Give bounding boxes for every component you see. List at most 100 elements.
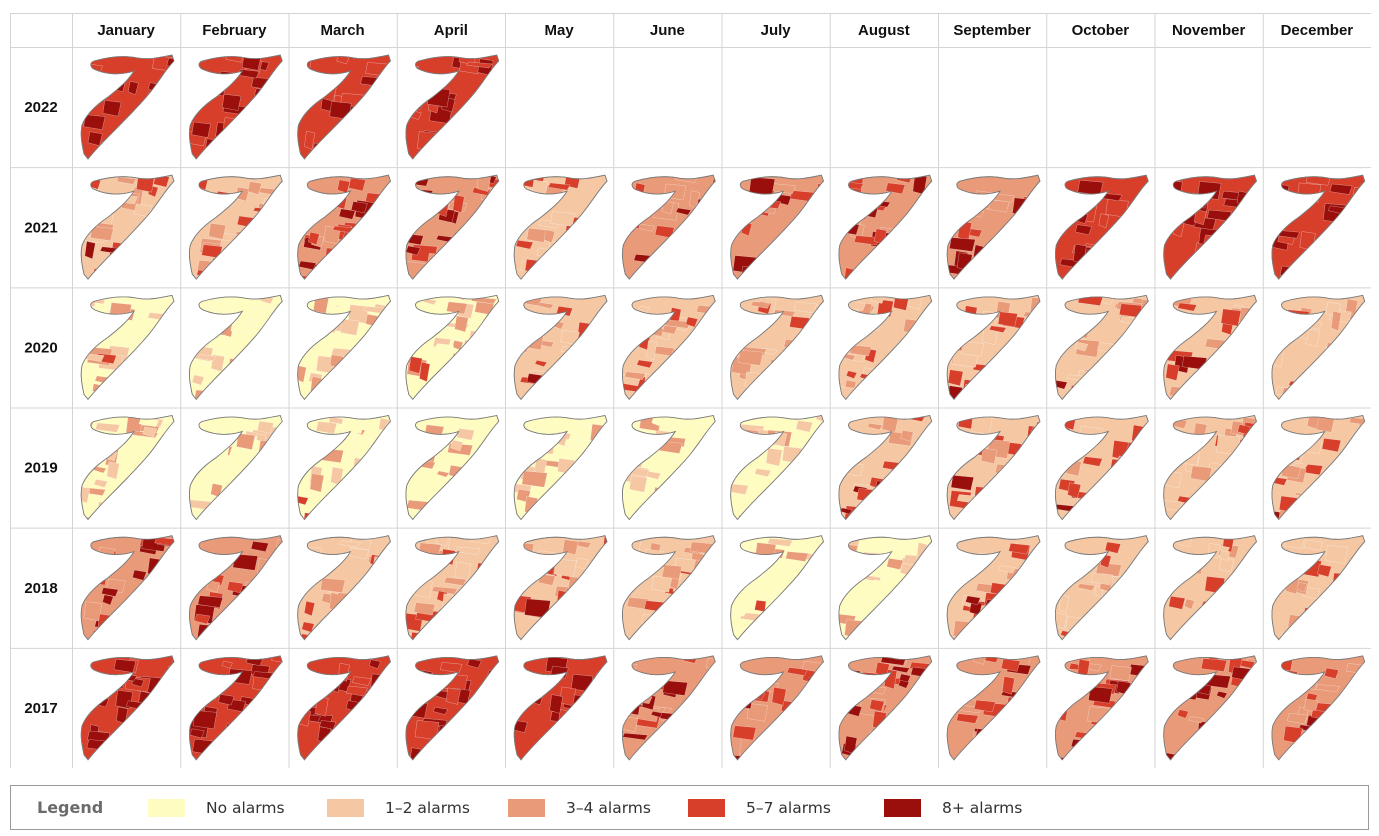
district bbox=[896, 616, 916, 636]
district bbox=[793, 258, 807, 267]
district-map bbox=[80, 174, 175, 280]
district bbox=[206, 580, 221, 593]
country-border bbox=[513, 655, 608, 761]
district bbox=[764, 615, 790, 630]
district bbox=[1357, 474, 1365, 488]
district bbox=[1142, 627, 1149, 637]
district bbox=[259, 603, 281, 622]
district bbox=[745, 392, 759, 400]
district bbox=[1352, 337, 1365, 347]
district bbox=[582, 621, 604, 635]
district bbox=[694, 203, 716, 222]
district bbox=[431, 586, 458, 595]
district bbox=[543, 749, 560, 760]
district bbox=[1316, 720, 1330, 732]
district bbox=[666, 376, 689, 387]
district bbox=[1002, 676, 1015, 695]
district bbox=[673, 497, 688, 514]
district bbox=[322, 315, 336, 326]
district bbox=[1235, 573, 1257, 593]
district bbox=[473, 211, 499, 228]
district bbox=[461, 750, 480, 760]
district bbox=[297, 365, 307, 383]
district bbox=[1100, 588, 1112, 609]
district bbox=[246, 136, 269, 145]
district bbox=[1344, 577, 1365, 587]
district bbox=[843, 669, 861, 683]
district bbox=[520, 185, 533, 199]
district-map bbox=[1055, 415, 1149, 521]
country-border bbox=[838, 535, 933, 641]
district bbox=[949, 237, 976, 252]
district bbox=[1170, 418, 1188, 429]
district bbox=[875, 485, 895, 505]
district bbox=[1226, 363, 1251, 383]
district bbox=[1275, 559, 1292, 577]
district bbox=[646, 471, 662, 480]
district-map bbox=[838, 174, 933, 280]
district bbox=[101, 753, 125, 760]
district bbox=[194, 613, 211, 625]
district-map bbox=[189, 535, 283, 641]
country-border bbox=[405, 54, 500, 160]
district bbox=[788, 586, 807, 595]
district bbox=[1163, 500, 1183, 512]
district bbox=[462, 256, 484, 268]
district bbox=[1010, 482, 1027, 493]
district bbox=[1347, 338, 1365, 355]
district bbox=[750, 568, 767, 576]
district bbox=[81, 516, 103, 520]
district bbox=[1105, 199, 1129, 218]
district bbox=[997, 510, 1020, 520]
district bbox=[465, 464, 484, 475]
district bbox=[1087, 738, 1111, 756]
district bbox=[606, 326, 608, 336]
district bbox=[455, 111, 481, 121]
country-border bbox=[1271, 655, 1366, 761]
district bbox=[750, 301, 771, 309]
district-map bbox=[622, 294, 716, 400]
district bbox=[489, 375, 499, 394]
district bbox=[567, 357, 592, 376]
district bbox=[963, 440, 981, 451]
district bbox=[803, 370, 823, 390]
district bbox=[754, 747, 777, 760]
legend-label: No alarms bbox=[206, 798, 285, 817]
district bbox=[679, 617, 693, 635]
country-border bbox=[513, 294, 608, 400]
district bbox=[731, 205, 758, 216]
legend-label: 5–7 alarms bbox=[746, 798, 831, 817]
district bbox=[577, 321, 593, 342]
district bbox=[963, 749, 984, 760]
district-map bbox=[405, 174, 500, 280]
district bbox=[553, 558, 577, 578]
district bbox=[240, 491, 264, 506]
district bbox=[1358, 729, 1365, 742]
district bbox=[446, 519, 460, 520]
country-border bbox=[189, 54, 283, 160]
district bbox=[1089, 512, 1112, 520]
district bbox=[795, 420, 813, 433]
district bbox=[249, 261, 267, 269]
district bbox=[1236, 755, 1256, 760]
district bbox=[492, 221, 499, 240]
district bbox=[952, 762, 977, 768]
district bbox=[808, 400, 828, 415]
country-border bbox=[1055, 294, 1149, 400]
country-border bbox=[838, 415, 933, 521]
district bbox=[804, 574, 820, 583]
district bbox=[1025, 461, 1041, 476]
district bbox=[1353, 258, 1365, 269]
district bbox=[222, 380, 234, 397]
district bbox=[803, 455, 824, 463]
district bbox=[235, 131, 253, 139]
district bbox=[1225, 514, 1251, 520]
district bbox=[260, 332, 283, 342]
district bbox=[685, 316, 698, 328]
district bbox=[1292, 622, 1310, 632]
district bbox=[594, 574, 608, 592]
district bbox=[1066, 324, 1091, 339]
district bbox=[876, 486, 900, 495]
district bbox=[375, 754, 391, 760]
district bbox=[850, 319, 870, 337]
